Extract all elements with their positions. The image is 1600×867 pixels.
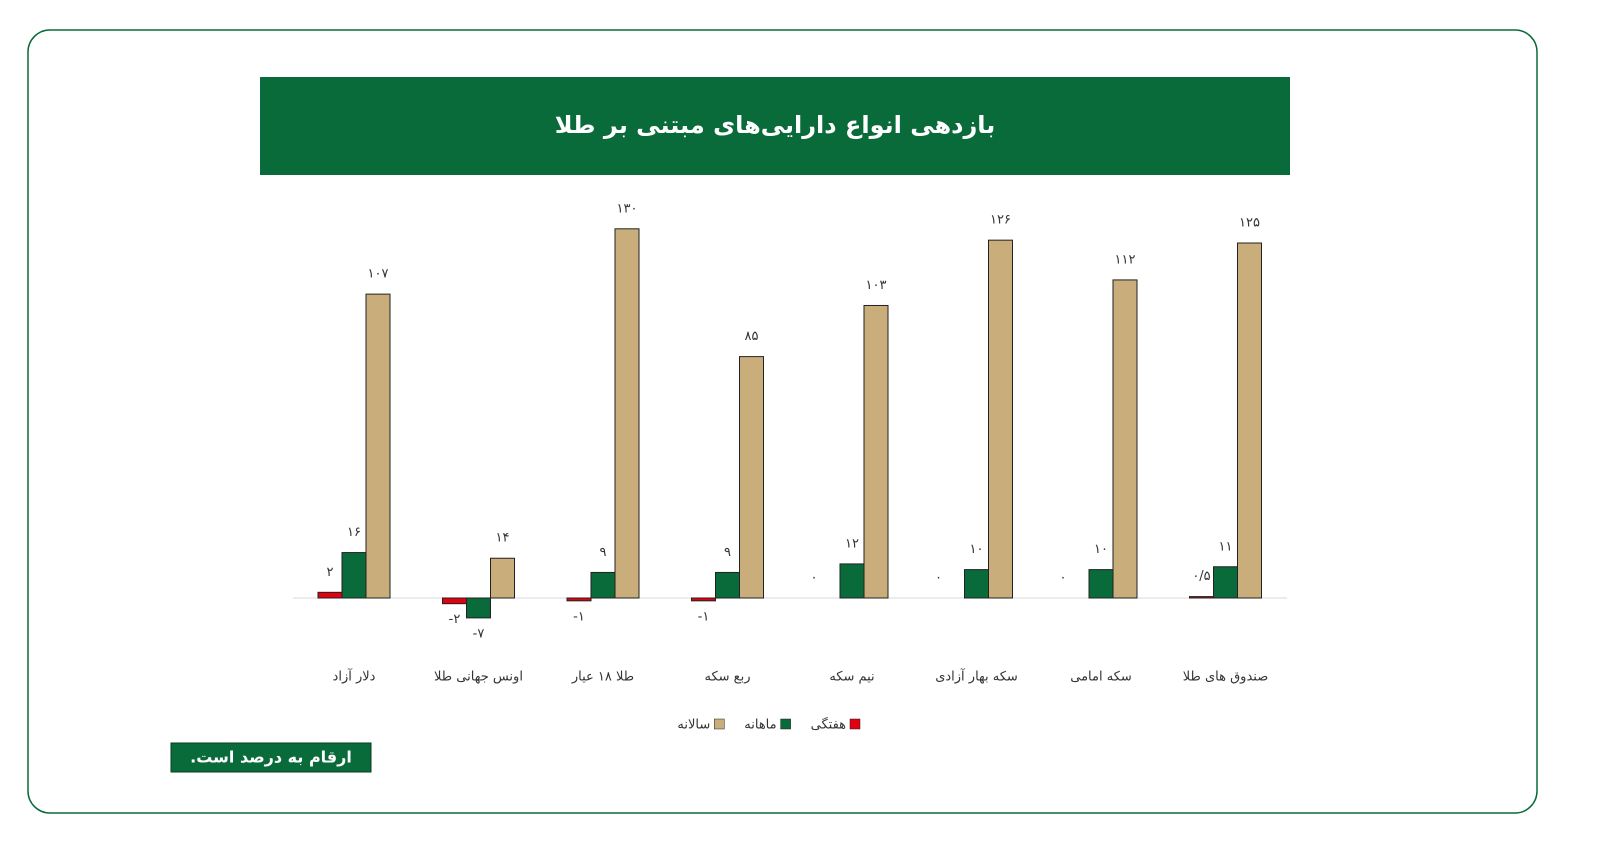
data-label: ۰ bbox=[1060, 571, 1067, 586]
x-tick-label: دلار آزاد bbox=[333, 668, 376, 685]
bar bbox=[365, 293, 391, 599]
x-tick-label: طلا ۱۸ عیار bbox=[571, 670, 634, 685]
bar bbox=[614, 228, 640, 599]
data-label: ۱۰۳ bbox=[866, 278, 887, 293]
data-label: -۱ bbox=[698, 609, 710, 624]
bar bbox=[590, 571, 616, 599]
data-label: ۱۲۶ bbox=[990, 213, 1011, 228]
legend-label: سالانه bbox=[677, 718, 710, 733]
bar bbox=[1213, 566, 1238, 599]
note: ارقام به درصد است. bbox=[190, 748, 352, 767]
chart-title: بازدهی انواع دارایی‌های مبتنی بر طلا bbox=[555, 111, 996, 139]
legend-label: ماهانه bbox=[744, 718, 776, 733]
data-label: -۷ bbox=[473, 626, 485, 641]
x-tick-label: سکه بهار آزادی bbox=[935, 668, 1018, 685]
bar bbox=[715, 571, 740, 599]
data-label: ۱۲ bbox=[845, 536, 859, 551]
data-label: -۱ bbox=[573, 609, 585, 624]
bar bbox=[739, 356, 764, 599]
data-label: ۱۰۷ bbox=[368, 267, 389, 282]
bar bbox=[442, 597, 467, 605]
data-label: ۹ bbox=[600, 545, 607, 560]
data-label: ۱۱۲ bbox=[1115, 252, 1136, 267]
bar bbox=[1189, 596, 1214, 599]
bar bbox=[863, 304, 889, 599]
data-label: ۱۰ bbox=[1094, 542, 1108, 557]
bar bbox=[1112, 279, 1138, 599]
bar bbox=[964, 569, 989, 599]
bar bbox=[1088, 569, 1114, 599]
bar bbox=[691, 597, 716, 602]
note-box bbox=[170, 742, 372, 773]
legend-swatch bbox=[849, 718, 861, 730]
bar bbox=[341, 552, 367, 599]
bar bbox=[490, 557, 515, 599]
data-label: ۱۱ bbox=[1219, 539, 1233, 554]
data-label: ۰ bbox=[935, 571, 942, 586]
data-label: -۲ bbox=[449, 612, 461, 627]
bar bbox=[1237, 242, 1262, 599]
data-label: ۹ bbox=[724, 545, 731, 560]
x-tick-label: نیم سکه bbox=[829, 670, 874, 685]
x-tick-label: اونس جهانی طلا bbox=[434, 670, 523, 685]
x-tick-label: ربع سکه bbox=[705, 670, 751, 685]
data-label: ۱۴ bbox=[496, 531, 510, 546]
bar bbox=[566, 597, 592, 602]
data-label: ۱۰ bbox=[970, 542, 984, 557]
title-banner bbox=[260, 77, 1290, 175]
data-label: ۱۳۰ bbox=[617, 201, 638, 216]
data-label: ۰/۵ bbox=[1192, 569, 1210, 584]
x-tick-label: صندوق های طلا bbox=[1183, 670, 1269, 685]
data-label: ۸۵ bbox=[745, 329, 759, 344]
card bbox=[27, 29, 1538, 814]
data-label: ۰ bbox=[811, 571, 818, 586]
data-label: ۱۲۵ bbox=[1239, 216, 1260, 231]
x-tick-label: سکه امامی bbox=[1070, 670, 1132, 685]
legend-label: هفتگی bbox=[811, 717, 847, 733]
data-label: ۲ bbox=[327, 565, 334, 580]
bar bbox=[988, 239, 1013, 599]
bar bbox=[466, 597, 491, 619]
bar bbox=[317, 591, 343, 599]
legend-swatch bbox=[714, 718, 725, 730]
data-label: ۱۶ bbox=[347, 525, 361, 540]
bar bbox=[839, 563, 865, 599]
legend-swatch bbox=[780, 718, 791, 730]
